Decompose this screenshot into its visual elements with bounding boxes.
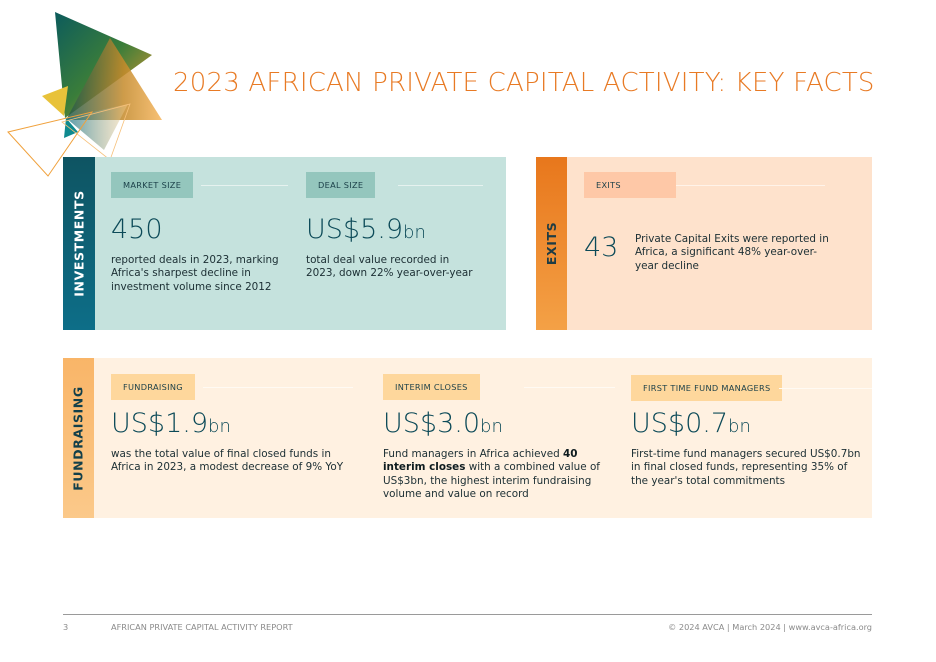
footer-divider bbox=[63, 614, 872, 615]
fundraising-tab-label: FUNDRAISING bbox=[71, 385, 87, 491]
exits-tab-label: EXITS bbox=[544, 221, 560, 266]
exits-tab: EXITS bbox=[536, 157, 567, 330]
divider bbox=[398, 185, 483, 186]
exits-chip: EXITS bbox=[584, 172, 676, 198]
fundraising-panel: FUNDRAISING FUNDRAISING US$1.9bn was the… bbox=[63, 358, 872, 518]
exits-stat: EXITS 43 Private Capital Exits were repo… bbox=[584, 172, 829, 272]
interim-closes-value: US$3.0bn bbox=[383, 408, 503, 439]
market-size-value: 450 bbox=[111, 214, 163, 245]
investments-tab-label: INVESTMENTS bbox=[71, 190, 87, 297]
first-time-fund-managers-description: First-time fund managers secured US$0.7b… bbox=[631, 448, 861, 487]
interim-closes-description: Fund managers in Africa achieved 40 inte… bbox=[383, 448, 600, 501]
exits-description: Private Capital Exits were reported in A… bbox=[635, 233, 829, 272]
divider bbox=[676, 185, 825, 186]
interim-closes-stat: INTERIM CLOSES US$3.0bn Fund managers in… bbox=[383, 374, 615, 502]
deal-size-chip: DEAL SIZE bbox=[306, 172, 376, 198]
divider bbox=[524, 387, 615, 388]
investments-panel: INVESTMENTS MARKET SIZE 450 reported dea… bbox=[63, 157, 506, 330]
first-time-fund-managers-value: US$0.7bn bbox=[631, 408, 751, 439]
fundraising-chip: FUNDRAISING bbox=[111, 374, 195, 400]
market-size-description: reported deals in 2023, marking Africa's… bbox=[111, 254, 279, 293]
divider bbox=[201, 185, 288, 186]
footer-report-name: AFRICAN PRIVATE CAPITAL ACTIVITY REPORT bbox=[111, 622, 293, 632]
exits-panel: EXITS EXITS 43 Private Capital Exits wer… bbox=[536, 157, 872, 330]
divider bbox=[203, 387, 353, 388]
divider bbox=[779, 388, 872, 389]
fundraising-value: US$1.9bn bbox=[111, 408, 231, 439]
first-time-fund-managers-stat: FIRST TIME FUND MANAGERS US$0.7bn First-… bbox=[631, 375, 872, 488]
deal-size-stat: DEAL SIZE US$5.9bn total deal value reco… bbox=[306, 172, 483, 281]
deal-size-value: US$5.9bn bbox=[306, 214, 426, 245]
page-number: 3 bbox=[63, 622, 69, 632]
investments-tab: INVESTMENTS bbox=[63, 157, 95, 330]
market-size-stat: MARKET SIZE 450 reported deals in 2023, … bbox=[111, 172, 288, 294]
triangles-logo-icon bbox=[7, 12, 162, 177]
fundraising-tab: FUNDRAISING bbox=[63, 358, 94, 518]
deal-size-description: total deal value recorded in 2023, down … bbox=[306, 254, 473, 280]
fundraising-description: was the total value of final closed fund… bbox=[111, 448, 344, 474]
market-size-chip: MARKET SIZE bbox=[111, 172, 194, 198]
page-title: 2023 AFRICAN PRIVATE CAPITAL ACTIVITY: K… bbox=[173, 68, 875, 98]
first-time-fund-managers-chip: FIRST TIME FUND MANAGERS bbox=[631, 375, 783, 401]
fundraising-stat: FUNDRAISING US$1.9bn was the total value… bbox=[111, 374, 353, 475]
footer-copyright: © 2024 AVCA | March 2024 | www.avca-afri… bbox=[668, 622, 872, 632]
interim-closes-chip: INTERIM CLOSES bbox=[383, 374, 480, 400]
exits-value: 43 bbox=[584, 232, 619, 263]
